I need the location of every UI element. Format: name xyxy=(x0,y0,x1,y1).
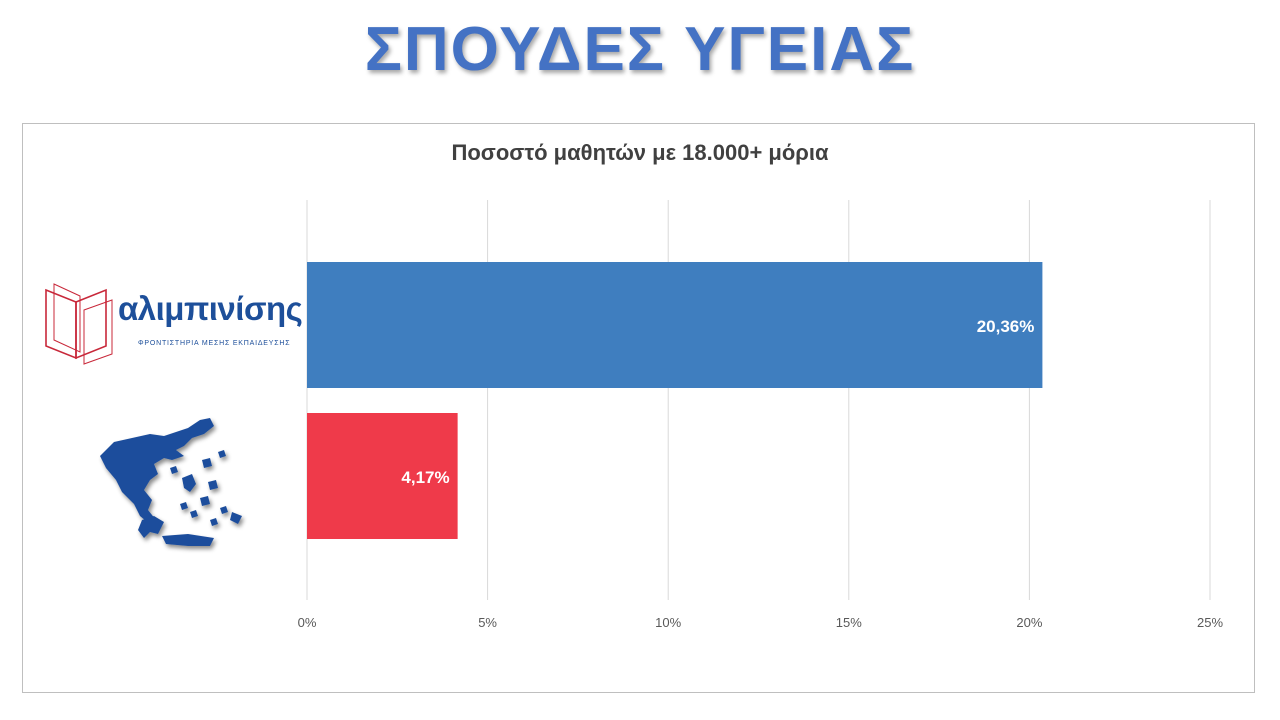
bar-value-label: 4,17% xyxy=(401,468,449,487)
bar xyxy=(307,262,1043,388)
chart-frame xyxy=(22,123,1255,693)
logo-wordmark: αλιμπινίσης xyxy=(118,290,303,327)
logo-subtitle: ΦΡΟΝΤΙΣΤΗΡΙΑ ΜΕΣΗΣ ΕΚΠΑΙΔΕΥΣΗΣ xyxy=(138,340,291,347)
bar xyxy=(307,413,458,539)
x-tick-label: 15% xyxy=(836,615,862,630)
x-tick-label: 25% xyxy=(1197,615,1223,630)
x-tick-label: 20% xyxy=(1016,615,1042,630)
page-title: ΣΠΟΥΔΕΣ ΥΓΕΙΑΣ xyxy=(364,15,916,84)
greece-map-icon xyxy=(92,412,262,562)
book-logo-icon xyxy=(45,283,113,365)
x-tick-label: 5% xyxy=(478,615,497,630)
bar-value-label: 20,36% xyxy=(977,317,1035,336)
alimpinisis-logo: αλιμπινίσης ΦΡΟΝΤΙΣΤΗΡΙΑ ΜΕΣΗΣ ΕΚΠΑΙΔΕΥΣ… xyxy=(40,280,305,370)
x-tick-label: 0% xyxy=(298,615,317,630)
x-tick-label: 10% xyxy=(655,615,681,630)
chart-title: Ποσοστό μαθητών με 18.000+ μόρια xyxy=(451,140,829,165)
